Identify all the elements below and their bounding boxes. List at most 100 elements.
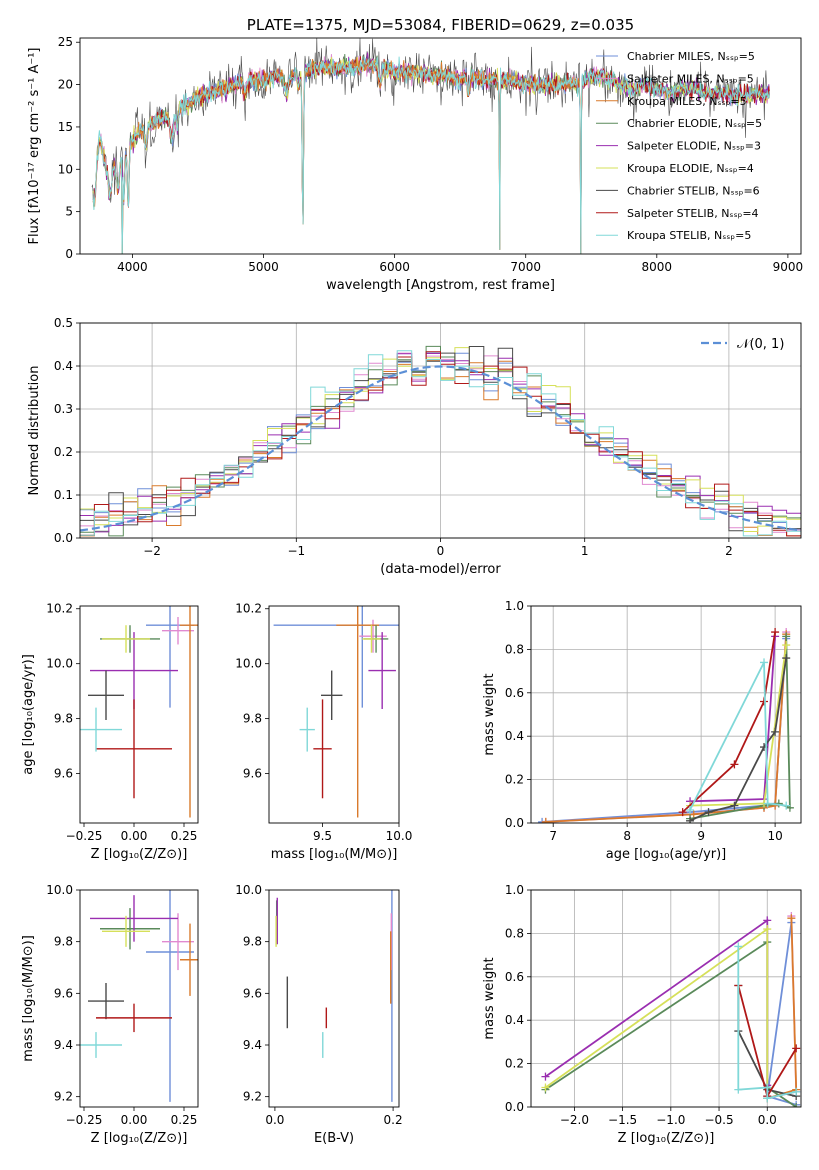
y-tick-label: 9.6 [54,986,73,1000]
panel-age-weight: 7 8 9 10 0.0 0.2 0.4 0.6 0.8 1.0 age [log₁₀(age/yr… [482,599,802,862]
weight-marker [541,1072,550,1081]
weight-marker [541,817,550,823]
y-tick-label: 9.8 [54,712,73,726]
y-tick-label: 10 [58,162,73,176]
y-tick-label: 9.6 [243,986,262,1000]
weight-marker [782,654,791,663]
x-tick-label: 0.2 [384,1113,403,1127]
spectrum-line-8 [92,56,770,254]
weight-marker [782,801,791,810]
y-tick-label: 10.2 [46,602,73,616]
y-tick-label: 0.4 [54,359,73,373]
y-tick-label: 9.6 [243,767,262,781]
y-tick-label: 0.5 [54,316,73,330]
legend-entry: 𝒩(0, 1) [737,337,784,352]
errorbar-point-4 [90,632,178,710]
weight-marker [541,1083,550,1092]
y-tick-label: 0.6 [505,970,524,984]
legend-entry-8: Kroupa STELIB, Nₛₛₚ=5 [627,229,751,242]
x-axis-label: E(B-V) [314,1131,354,1146]
x-tick-label: 4000 [117,260,148,274]
weight-marker [763,1094,772,1103]
y-tick-label: 10.0 [46,657,73,671]
legend-entry-6: Chabrier STELIB, Nₛₛₚ=6 [627,184,760,197]
y-tick-label: 0.6 [505,686,524,700]
plot-area [538,628,794,823]
panel-z-weight: −2.0 −1.5 −1.0 −0.5 0.0 0.0 0.2 0.4 0.6 0.8 1.0 Z [… [482,883,802,1146]
errorbar-point-7 [96,1003,172,1033]
y-tick-label: 0.1 [54,488,73,502]
y-axis-label: mass weight [482,673,497,755]
y-tick-label: 0.8 [505,642,524,656]
y-tick-label: 0.4 [505,1013,524,1027]
plot-area [91,38,770,254]
errorbar-point-8 [80,1032,122,1058]
weight-marker [734,1085,743,1094]
errorbar-point-5 [102,915,150,947]
weight-marker [689,810,698,819]
weight-marker [782,641,791,650]
x-tick-label: 0.25 [171,829,198,843]
weight-line-2 [545,634,788,823]
x-tick-label: 9.5 [313,829,332,843]
axes-frame [79,605,199,824]
weight-marker [763,925,772,934]
y-tick-label: 25 [58,35,73,49]
x-tick-label: −2.0 [560,1113,589,1127]
weight-marker [678,808,687,817]
x-tick-label: 8000 [642,260,673,274]
panel-ebv-mass: 0.0 0.2 9.2 9.4 9.6 9.8 10.0 E(B-V) [235,883,403,1146]
y-axis-label: Normed distribution [27,366,42,496]
weight-marker [763,799,772,808]
errorbar-point-2 [180,606,198,818]
weight-line-4 [689,636,776,803]
axes-frame [79,37,802,255]
plot-area [273,606,399,818]
weight-marker [763,1083,772,1092]
weight-marker [792,1103,801,1107]
y-axis-label: mass [log₁₀(M/M⊙)] [21,935,36,1062]
x-tick-label: 0.00 [121,829,148,843]
plot-area [80,890,198,1102]
x-axis-label: Z [log₁₀(Z/Z⊙)] [618,1131,715,1146]
legend-entry-3: Chabrier ELODIE, Nₛₛₚ=5 [627,117,762,130]
x-tick-label: −0.25 [66,829,103,843]
panel-residuals: −2 −1 0 1 2 0.0 0.1 0.2 0.3 0.4 0.5 (data-model)/er… [27,316,802,577]
weight-marker [734,942,743,951]
y-tick-label: 0.2 [505,773,524,787]
y-tick-label: 10.0 [46,883,73,897]
x-tick-label: 7000 [510,260,541,274]
y-tick-label: 9.2 [54,1090,73,1104]
weight-marker [782,632,791,641]
y-tick-label: 9.4 [243,1038,262,1052]
weight-marker [771,628,780,637]
x-axis-label: (data-model)/error [380,562,501,577]
x-tick-label: 0.25 [171,1113,198,1127]
y-tick-label: 0.0 [505,1100,524,1114]
weight-line-1 [545,631,788,823]
plot-area [541,912,801,1107]
weight-marker [792,1087,801,1096]
x-tick-label: 5000 [248,260,279,274]
y-tick-label: 9.6 [54,767,73,781]
x-tick-label: −1 [287,544,305,558]
weight-line-4 [544,918,769,1086]
legend-entry-5: Kroupa ELODIE, Nₛₛₚ=4 [627,162,754,175]
errorbar-point-8 [299,707,315,752]
errorbar-point-4 [368,632,396,710]
y-tick-label: 10.0 [235,883,262,897]
x-tick-label: 0.0 [758,1113,777,1127]
plot-area [275,890,393,1102]
weight-marker [760,697,769,706]
errorbar-point-7 [96,699,172,799]
y-tick-label: 0.4 [505,729,524,743]
legend-entry-4: Salpeter ELODIE, Nₛₛₚ=3 [627,140,761,153]
chart-title: PLATE=1375, MJD=53084, FIBERID=0629, z=0… [247,16,634,34]
y-tick-label: 0.0 [54,531,73,545]
weight-line-6 [689,657,788,822]
axes-frame [268,605,400,824]
normal-reference-curve [80,365,801,532]
x-tick-label: 0.00 [121,1113,148,1127]
errorbar-point-6 [88,670,124,720]
